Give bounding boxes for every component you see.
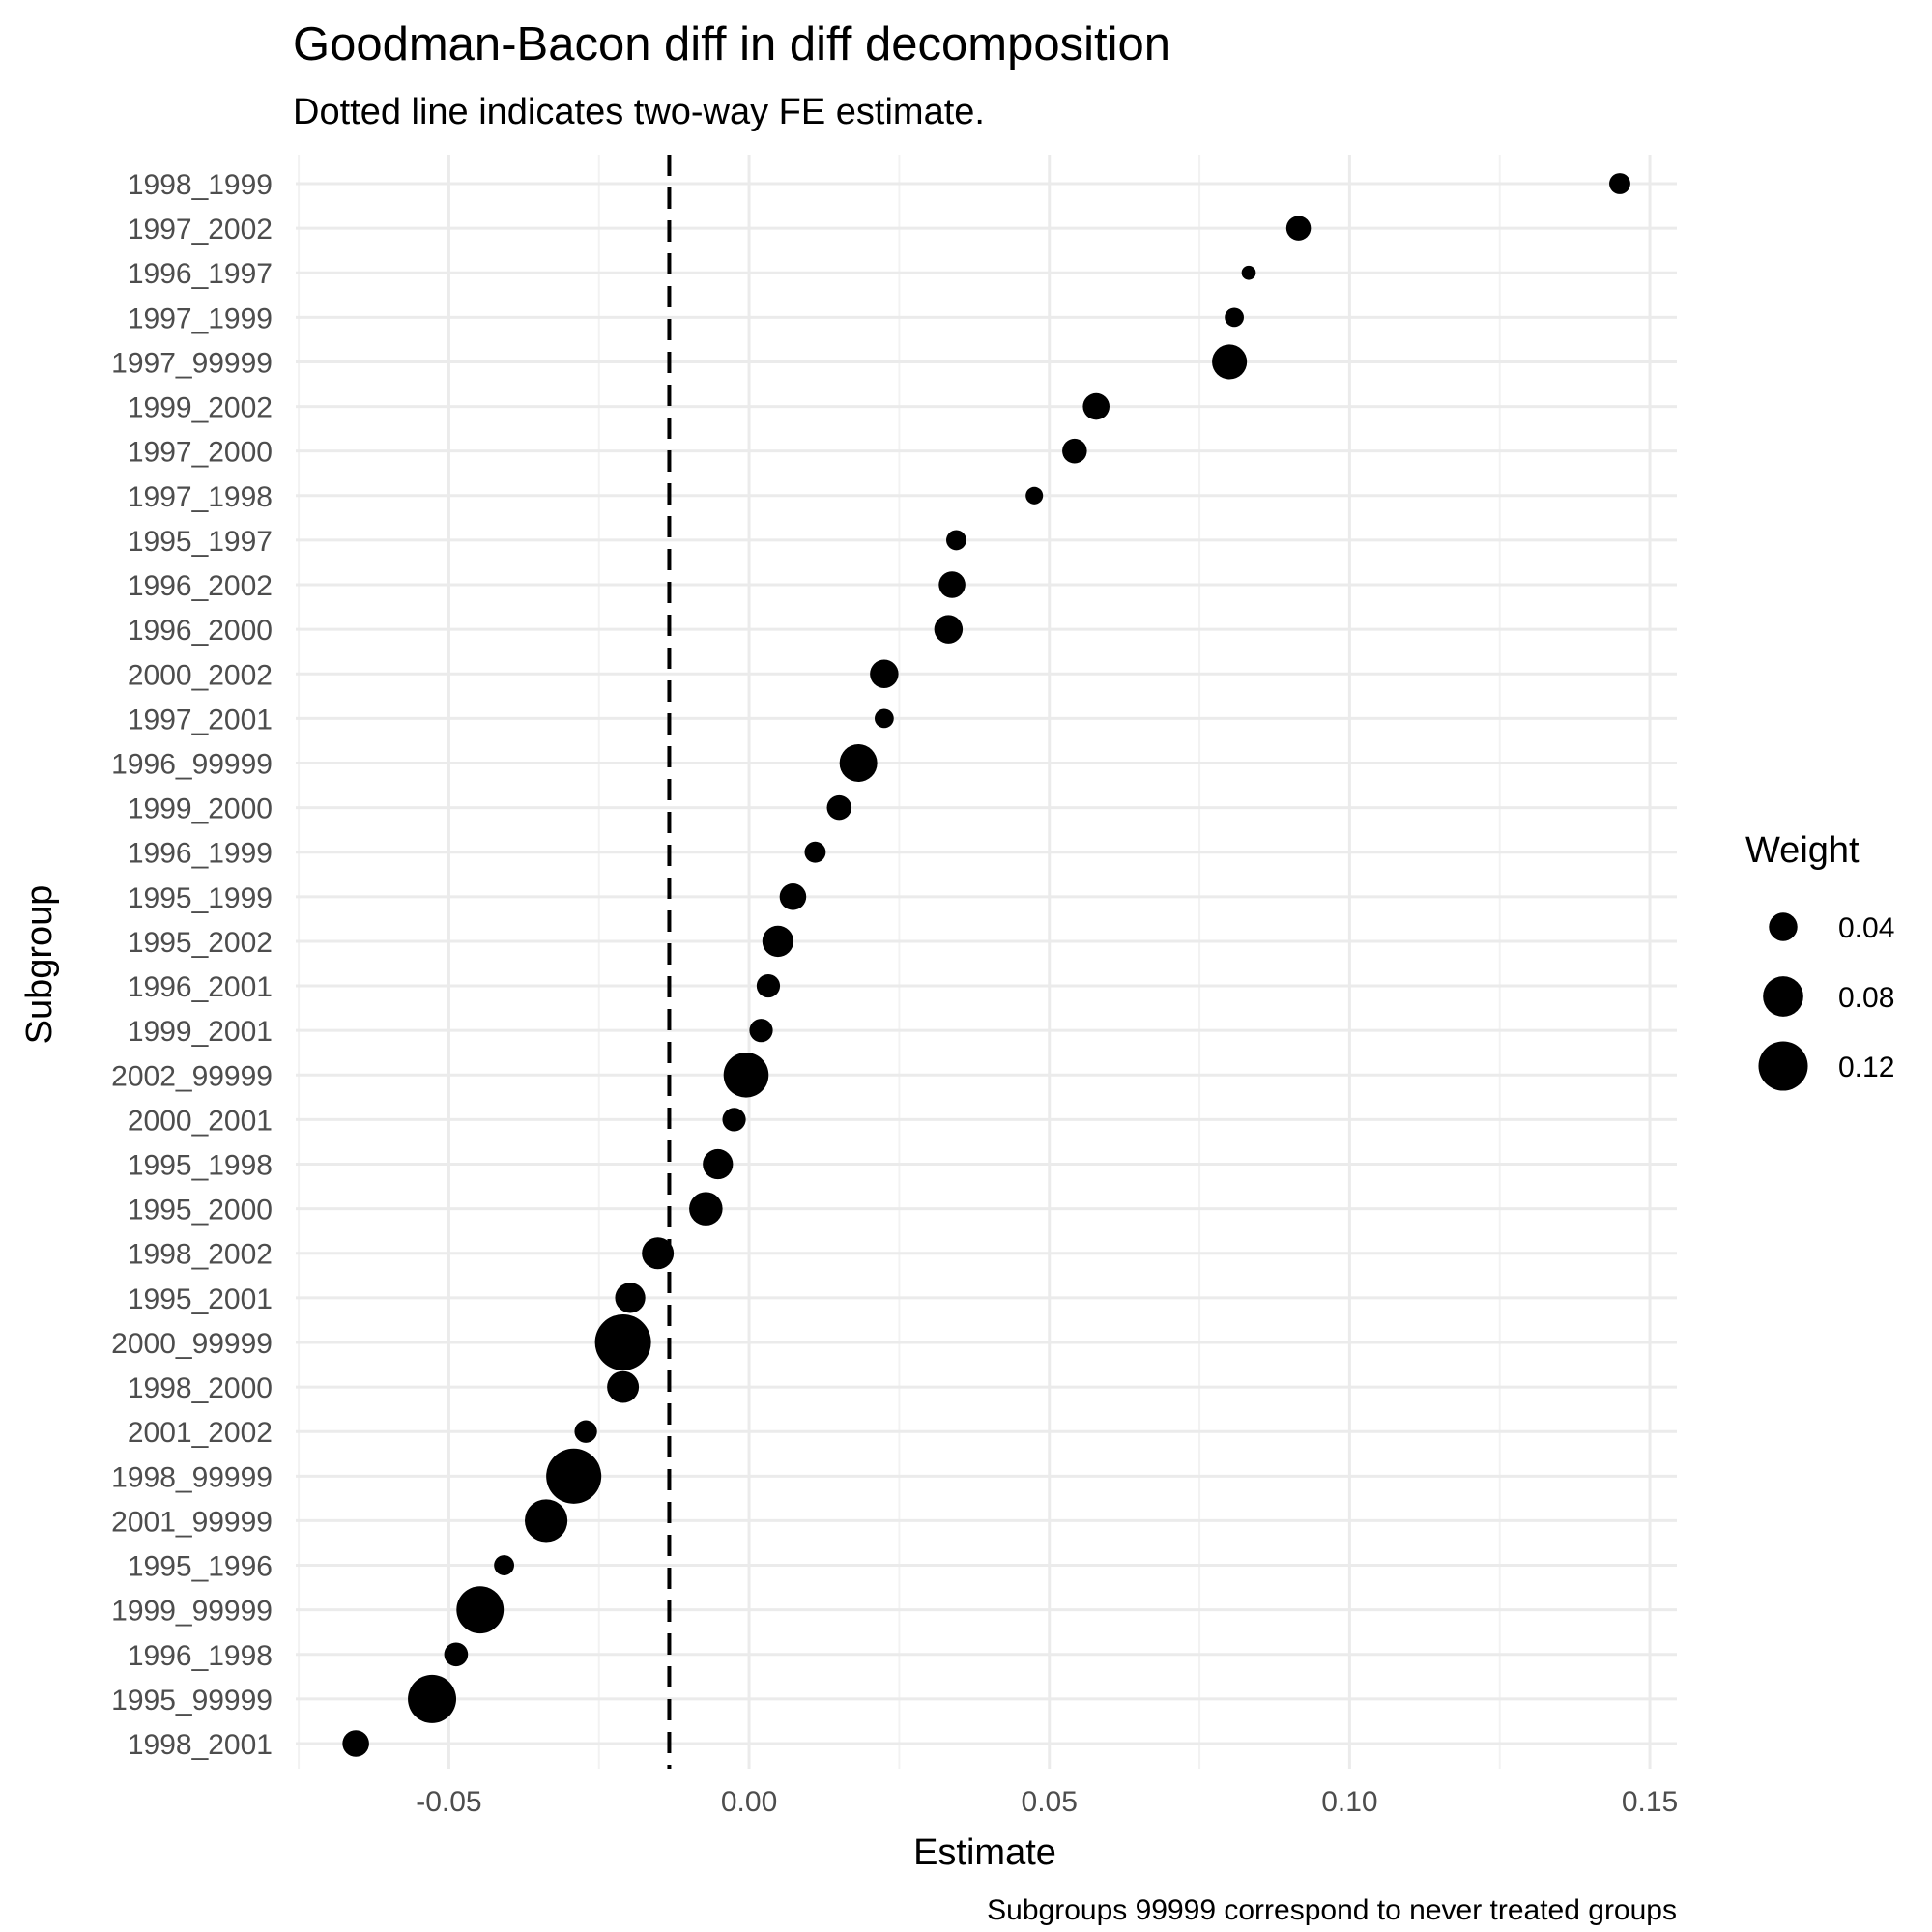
point-2001_2002: [574, 1420, 597, 1443]
point-1997_2002: [1285, 216, 1312, 241]
point-1998_2000: [607, 1370, 640, 1403]
y-tick-label: 2001_2002: [128, 1417, 273, 1449]
point-1995_1997: [946, 530, 966, 551]
chart-caption: Subgroups 99999 correspond to never trea…: [987, 1894, 1677, 1926]
point-1998_99999: [546, 1448, 602, 1504]
y-tick-label: 1996_1999: [128, 838, 273, 870]
y-tick-label: 1995_99999: [111, 1685, 273, 1716]
point-1998_2002: [642, 1237, 675, 1270]
y-tick-label: 2000_2001: [128, 1105, 273, 1137]
y-tick-label: 1999_99999: [111, 1596, 273, 1628]
y-tick-label: 1998_2001: [128, 1729, 273, 1761]
chart-title: Goodman-Bacon diff in diff decomposition: [293, 18, 1170, 71]
legend-key-0.12: [1758, 1041, 1808, 1091]
y-tick-label: 2000_2002: [128, 659, 273, 691]
point-1995_1996: [494, 1555, 515, 1575]
legend-key-0.04: [1769, 912, 1798, 941]
legend-label: 0.08: [1838, 982, 1894, 1014]
point-1999_2001: [749, 1019, 773, 1043]
point-1995_1998: [703, 1148, 734, 1180]
y-tick-label: 1995_2001: [128, 1283, 273, 1315]
y-tick-label: 1996_99999: [111, 748, 273, 780]
y-tick-label: 1999_2000: [128, 793, 273, 825]
y-tick-label: 2001_99999: [111, 1506, 273, 1538]
y-tick-label: 1996_2002: [128, 570, 273, 602]
point-1995_99999: [408, 1674, 457, 1723]
y-tick-label: 1999_2001: [128, 1016, 273, 1048]
y-tick-label: 1995_1997: [128, 526, 273, 558]
x-tick-label: 0.15: [1622, 1786, 1678, 1818]
y-tick-label: 1998_1999: [128, 169, 273, 201]
point-1996_2001: [756, 973, 781, 998]
legend-label: 0.04: [1838, 912, 1894, 944]
x-axis-title: Estimate: [913, 1832, 1056, 1873]
point-1998_1999: [1609, 173, 1630, 194]
y-tick-label: 1995_1996: [128, 1551, 273, 1583]
x-tick-label: 0.05: [1022, 1786, 1078, 1818]
point-1996_1997: [1241, 265, 1256, 280]
y-tick-label: 1997_99999: [111, 347, 273, 379]
y-tick-label: 1995_1998: [128, 1150, 273, 1182]
point-1996_99999: [839, 743, 878, 782]
y-tick-label: 1996_1997: [128, 258, 273, 290]
point-1999_2000: [826, 794, 852, 821]
point-2000_2002: [870, 659, 899, 688]
y-tick-label: 1996_1998: [128, 1640, 273, 1672]
y-tick-label: 1996_2000: [128, 615, 273, 647]
point-1997_99999: [1212, 344, 1248, 380]
y-tick-labels: 1998_1999 1997_2002 1996_1997 1997_1999 1997…: [111, 169, 273, 1761]
point-2000_2001: [722, 1108, 746, 1132]
point-1995_2002: [762, 925, 794, 958]
x-tick-label: 0.00: [721, 1786, 777, 1818]
point-1995_2000: [689, 1192, 723, 1226]
point-1997_2000: [1062, 438, 1087, 464]
y-tick-label: 1998_2002: [128, 1239, 273, 1271]
point-2000_99999: [594, 1313, 651, 1370]
y-tick-label: 1997_1999: [128, 303, 273, 334]
y-tick-label: 1997_1998: [128, 481, 273, 513]
point-1996_1998: [444, 1642, 469, 1667]
x-tick-labels: -0.05 0.00 0.05 0.10 0.15: [416, 1786, 1678, 1818]
legend-title: Weight: [1745, 830, 1860, 871]
y-tick-label: 1995_2000: [128, 1195, 273, 1226]
point-2001_99999: [524, 1499, 568, 1543]
point-1999_99999: [456, 1586, 505, 1634]
y-tick-label: 1995_1999: [128, 882, 273, 914]
legend-key-0.08: [1763, 976, 1803, 1017]
y-tick-label: 1995_2002: [128, 927, 273, 959]
point-1998_2001: [342, 1730, 369, 1757]
y-axis-title: Subgroup: [19, 885, 60, 1045]
point-1997_1998: [1025, 486, 1044, 505]
y-tick-label: 1998_2000: [128, 1372, 273, 1404]
point-1995_1999: [779, 883, 807, 910]
y-tick-label: 1998_99999: [111, 1461, 273, 1493]
point-2002_99999: [723, 1052, 769, 1098]
point-1996_2000: [934, 615, 964, 644]
x-tick-label: -0.05: [416, 1786, 481, 1818]
y-tick-label: 2000_99999: [111, 1328, 273, 1360]
x-tick-label: 0.10: [1321, 1786, 1377, 1818]
y-tick-label: 1996_2001: [128, 971, 273, 1003]
y-tick-label: 2002_99999: [111, 1060, 273, 1092]
data-points: [342, 173, 1630, 1757]
point-1997_2001: [874, 708, 894, 729]
legend-label: 0.12: [1838, 1052, 1894, 1083]
y-tick-label: 1997_2002: [128, 214, 273, 245]
chart-subtitle: Dotted line indicates two-way FE estimat…: [293, 92, 985, 132]
point-1997_1999: [1225, 307, 1244, 328]
point-1996_2002: [938, 571, 966, 598]
y-tick-label: 1997_2000: [128, 437, 273, 469]
y-tick-label: 1999_2002: [128, 392, 273, 424]
legend: Weight 0.04 0.08 0.12: [1745, 830, 1894, 1091]
point-1996_1999: [804, 841, 826, 863]
minor-gridlines: [298, 155, 1501, 1769]
y-tick-label: 1997_2001: [128, 704, 273, 735]
point-1995_2001: [615, 1283, 646, 1313]
major-gridlines: [296, 155, 1677, 1769]
point-1999_2002: [1082, 392, 1110, 420]
